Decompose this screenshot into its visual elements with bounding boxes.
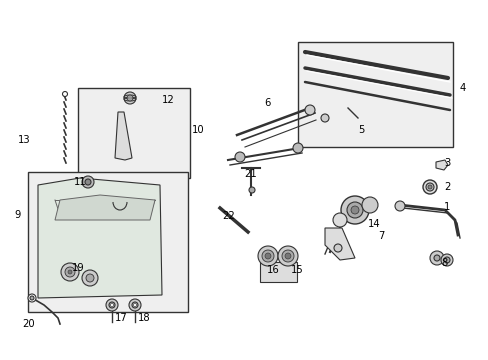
Bar: [28, 172, 187, 312]
Text: 22: 22: [222, 211, 234, 221]
Text: 10: 10: [192, 125, 204, 135]
Circle shape: [264, 253, 270, 259]
Text: 4: 4: [459, 83, 465, 93]
Circle shape: [443, 257, 449, 263]
Text: 19: 19: [72, 263, 84, 273]
Text: 1: 1: [443, 202, 449, 212]
Circle shape: [350, 206, 358, 214]
Circle shape: [109, 302, 115, 308]
Text: 16: 16: [266, 265, 279, 275]
Circle shape: [258, 246, 278, 266]
Circle shape: [61, 263, 79, 281]
Circle shape: [124, 92, 136, 104]
Circle shape: [332, 213, 346, 227]
Circle shape: [106, 299, 118, 311]
Bar: [78, 88, 190, 178]
Circle shape: [248, 187, 254, 193]
Circle shape: [285, 253, 290, 259]
Circle shape: [82, 270, 98, 286]
Text: 17: 17: [115, 313, 127, 323]
Text: 8: 8: [440, 258, 447, 268]
Bar: [297, 42, 452, 147]
Bar: [260, 262, 296, 282]
Text: 18: 18: [138, 313, 150, 323]
Polygon shape: [435, 160, 447, 170]
Polygon shape: [325, 228, 354, 260]
Circle shape: [394, 201, 404, 211]
Circle shape: [422, 180, 436, 194]
Circle shape: [340, 196, 368, 224]
Circle shape: [28, 294, 36, 302]
Text: 5: 5: [357, 125, 364, 135]
Circle shape: [85, 179, 91, 185]
Circle shape: [127, 95, 133, 101]
Text: 9: 9: [14, 210, 20, 220]
Circle shape: [440, 254, 452, 266]
Text: 6: 6: [264, 98, 270, 108]
Circle shape: [132, 302, 138, 308]
Circle shape: [86, 274, 94, 282]
Text: 3: 3: [443, 158, 449, 168]
Circle shape: [427, 185, 431, 189]
Circle shape: [110, 303, 113, 306]
Circle shape: [82, 176, 94, 188]
Circle shape: [133, 303, 136, 306]
Text: 20: 20: [22, 319, 35, 329]
Circle shape: [292, 143, 303, 153]
Circle shape: [333, 244, 341, 252]
Text: 15: 15: [290, 265, 303, 275]
Text: 11: 11: [74, 177, 86, 187]
Circle shape: [129, 299, 141, 311]
Text: 13: 13: [18, 135, 31, 145]
Circle shape: [320, 114, 328, 122]
Circle shape: [425, 183, 433, 191]
Circle shape: [361, 197, 377, 213]
Circle shape: [30, 296, 34, 300]
Circle shape: [433, 255, 439, 261]
Text: 21: 21: [244, 169, 256, 179]
Circle shape: [68, 270, 72, 274]
Text: 7: 7: [377, 231, 384, 241]
Text: 2: 2: [443, 182, 449, 192]
Polygon shape: [38, 178, 162, 298]
Circle shape: [62, 91, 67, 96]
Circle shape: [305, 105, 314, 115]
Circle shape: [429, 251, 443, 265]
Circle shape: [65, 267, 75, 277]
Circle shape: [278, 246, 297, 266]
Circle shape: [346, 202, 362, 218]
Polygon shape: [55, 195, 155, 220]
Circle shape: [235, 152, 244, 162]
Circle shape: [282, 250, 293, 262]
Text: 12: 12: [162, 95, 174, 105]
Text: 14: 14: [367, 219, 380, 229]
Circle shape: [262, 250, 273, 262]
Polygon shape: [115, 112, 132, 160]
